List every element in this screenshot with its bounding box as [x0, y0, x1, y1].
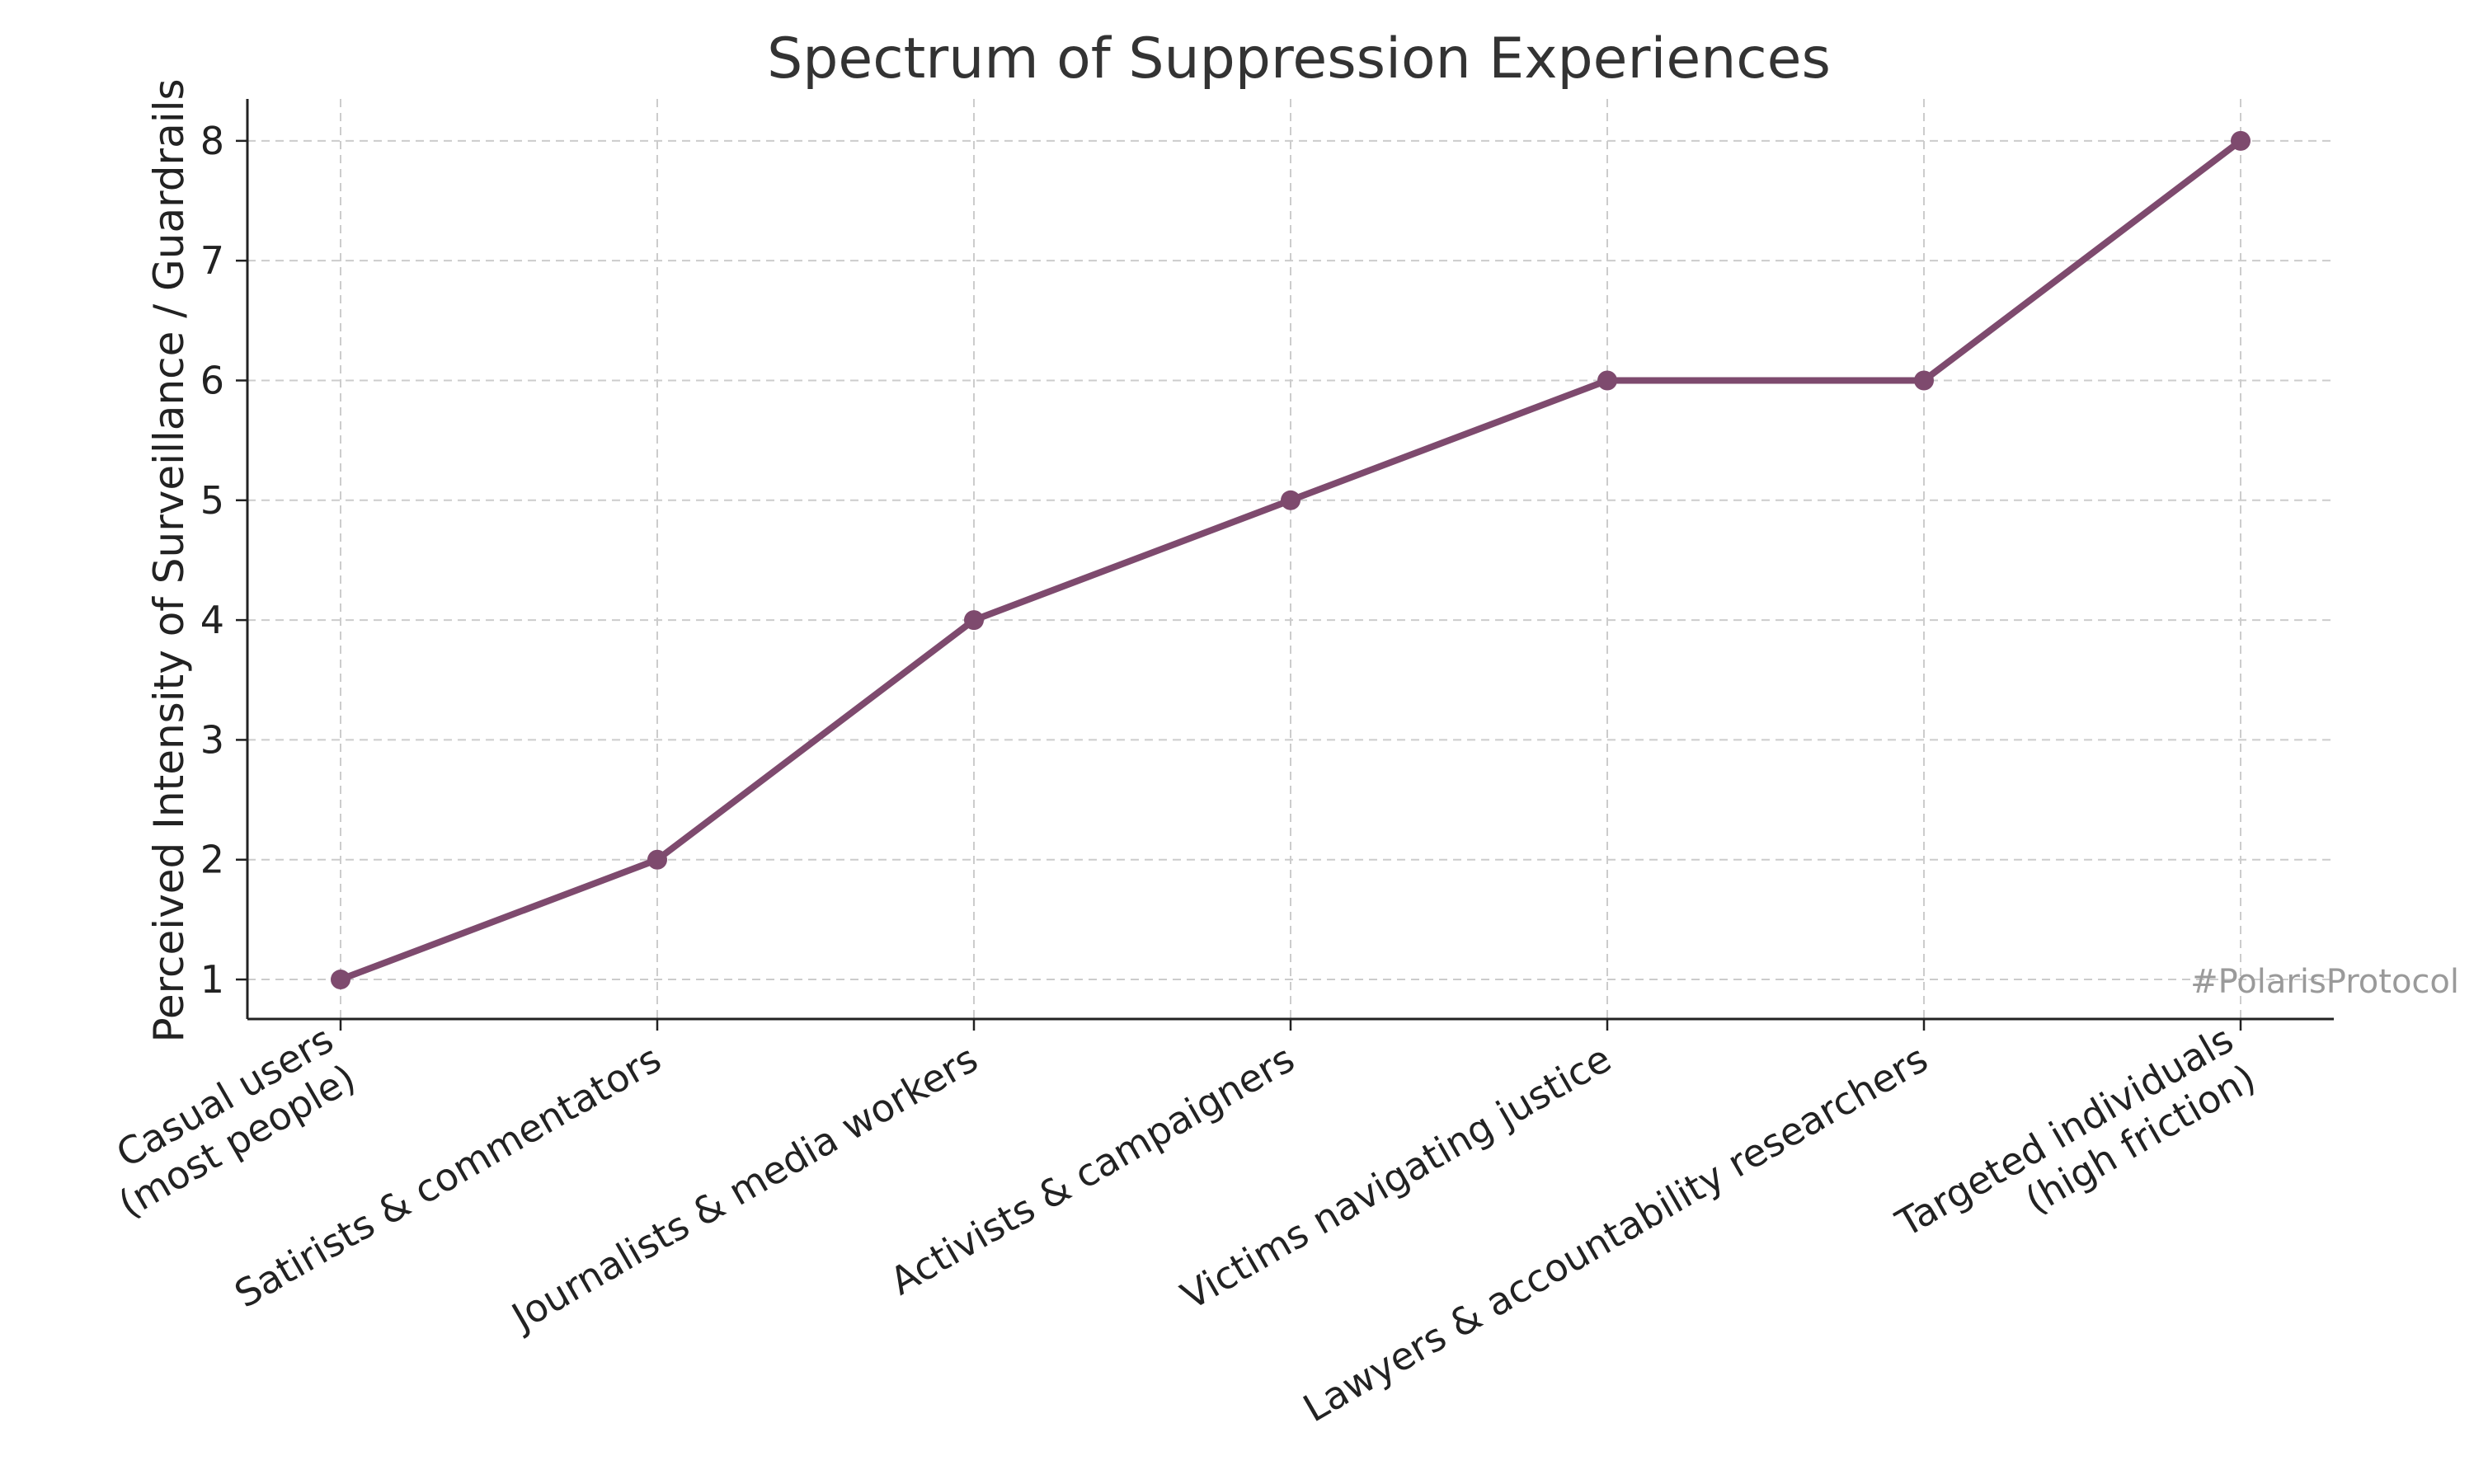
y-tick-label: 4: [200, 598, 224, 642]
y-tick-label: 6: [200, 358, 224, 402]
data-point: [1597, 370, 1617, 391]
y-axis-label: Perceived Intensity of Surveillance / Gu…: [145, 78, 193, 1042]
x-tick-label: Targeted individuals(high friction): [1888, 1017, 2263, 1284]
labels-layer: Spectrum of Suppression Experiences Perc…: [89, 26, 2459, 1431]
chart-title: Spectrum of Suppression Experiences: [767, 26, 1831, 92]
x-tick-label-line: Lawyers & accountability researchers: [1296, 1036, 1935, 1431]
y-tick-label: 3: [200, 717, 224, 762]
data-point: [647, 849, 667, 870]
data-point: [331, 970, 350, 990]
y-tick-label: 8: [200, 119, 224, 163]
series-line: [337, 137, 2244, 984]
data-point: [1914, 370, 1934, 391]
data-point: [964, 610, 984, 631]
y-tick-label: 2: [200, 838, 224, 882]
y-tick-label: 1: [200, 957, 224, 1002]
x-tick-label: Casual users(most people): [89, 1017, 363, 1226]
y-tick-label: 7: [200, 238, 224, 283]
y-tick-label: 5: [200, 478, 224, 523]
data-point: [1281, 490, 1300, 510]
grid: [247, 99, 2334, 1019]
data-point: [2231, 130, 2251, 151]
series-layer: [331, 130, 2251, 990]
x-tick-label: Lawyers & accountability researchers: [1296, 1036, 1935, 1431]
axes: [236, 99, 2334, 1031]
watermark-text: #PolarisProtocol: [2190, 963, 2459, 1001]
